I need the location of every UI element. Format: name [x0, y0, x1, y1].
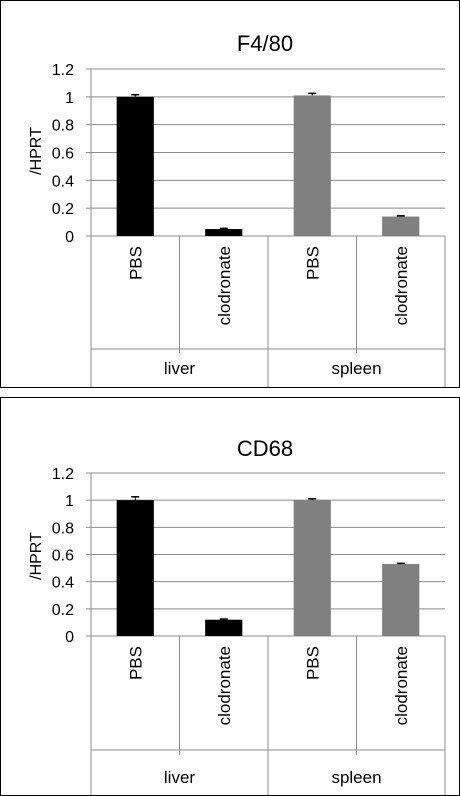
y-tick-label: 0 — [65, 229, 74, 246]
bar-clodronate — [205, 619, 243, 636]
y-tick-label: 1.2 — [52, 466, 74, 483]
category-label: PBS — [303, 646, 322, 680]
group-label: liver — [164, 768, 196, 787]
chart-panel-f4-80: F4/80/HPRT 0 0.2 0.4 0.6 0.8 1 1.2 PBS clodronate… — [0, 0, 460, 388]
y-axis-label: /HPRT — [28, 532, 45, 580]
y-tick-label: 1 — [65, 493, 74, 510]
y-tick-label: 0.6 — [52, 548, 74, 565]
bar-clodronate — [205, 229, 243, 236]
y-tick-label: 1 — [65, 90, 74, 107]
chart-title: F4/80 — [237, 31, 293, 56]
category-label: clodronate — [392, 246, 411, 325]
bar-clodronate — [382, 564, 420, 636]
y-tick-label: 1.2 — [52, 62, 74, 79]
y-axis-label: /HPRT — [28, 127, 45, 175]
bar-pbs — [293, 500, 331, 636]
category-label: PBS — [303, 246, 322, 280]
y-tick-label: 0.4 — [52, 575, 74, 592]
category-label: clodronate — [392, 646, 411, 725]
group-label: spleen — [331, 768, 381, 787]
category-label: PBS — [126, 246, 145, 280]
category-label: clodronate — [215, 646, 234, 725]
group-label: spleen — [331, 359, 381, 378]
y-tick-label: 0.8 — [52, 118, 74, 135]
chart-panel-cd68: CD68/HPRT 0 0.2 0.4 0.6 0.8 1 1.2 PBS clodronate P… — [0, 397, 460, 796]
bar-pbs — [116, 96, 154, 236]
category-label: PBS — [126, 646, 145, 680]
category-label: clodronate — [215, 246, 234, 325]
chart-svg-cd68: CD68/HPRT 0 0.2 0.4 0.6 0.8 1 1.2 PBS clodronate P… — [28, 436, 446, 795]
y-tick-label: 0.8 — [52, 520, 74, 537]
y-tick-label: 0.2 — [52, 602, 74, 619]
chart-title: CD68 — [237, 436, 293, 461]
bar-pbs — [293, 95, 331, 236]
y-tick-label: 0.6 — [52, 146, 74, 163]
y-tick-label: 0.2 — [52, 201, 74, 218]
y-tick-label: 0.4 — [52, 173, 74, 190]
y-tick-label: 0 — [65, 629, 74, 646]
group-label: liver — [164, 359, 196, 378]
chart-svg-f4-80: F4/80/HPRT 0 0.2 0.4 0.6 0.8 1 1.2 PBS clodronate… — [28, 31, 446, 387]
bar-clodronate — [382, 216, 420, 236]
bar-pbs — [116, 500, 154, 636]
